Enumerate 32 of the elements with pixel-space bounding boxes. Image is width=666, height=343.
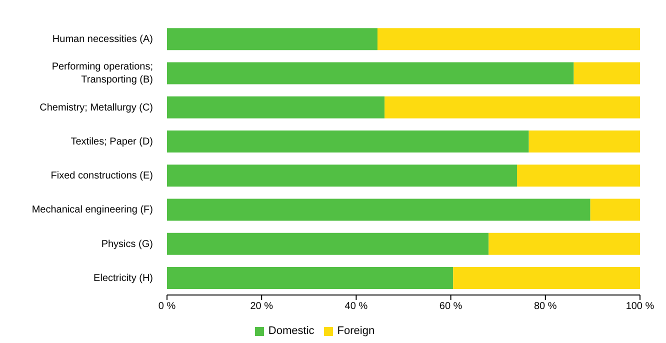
y-tick-label: Human necessities (A) [52, 34, 153, 45]
x-tick-label: 0 % [158, 301, 176, 312]
y-tick-label: Physics (G) [101, 238, 153, 250]
bar [384, 96, 640, 118]
x-tick-label: 40 % [344, 301, 368, 312]
y-tick-label: Performing operations; Transporting (B) [52, 61, 153, 86]
y-tick-label: Mechanical engineering (F) [32, 204, 153, 216]
bar [377, 28, 640, 50]
legend-label: Foreign [337, 325, 375, 337]
bar [167, 267, 454, 290]
bar [590, 198, 640, 221]
bar [167, 28, 378, 50]
bar [167, 198, 590, 221]
y-tick-label: Fixed constructions (E) [50, 170, 153, 182]
x-tick-label: 60 % [439, 301, 462, 312]
x-tick-label: 80 % [534, 301, 557, 312]
bar [517, 164, 640, 187]
y-tick-label: Electricity (H) [94, 272, 153, 284]
bar [488, 232, 640, 255]
bar [574, 62, 640, 84]
bar [167, 232, 489, 255]
x-tick-label: 20 % [250, 301, 274, 312]
y-tick-label: Chemistry; Metallurgy (C) [40, 102, 153, 113]
bar [167, 164, 518, 187]
bar [528, 130, 640, 153]
bar [167, 62, 574, 84]
y-tick-label: Textiles; Paper (D) [70, 136, 153, 148]
legend-label: Domestic [268, 325, 314, 337]
bar [453, 267, 640, 290]
x-tick-label: 100 % [626, 301, 654, 312]
bar [167, 96, 385, 118]
bar [167, 130, 529, 153]
